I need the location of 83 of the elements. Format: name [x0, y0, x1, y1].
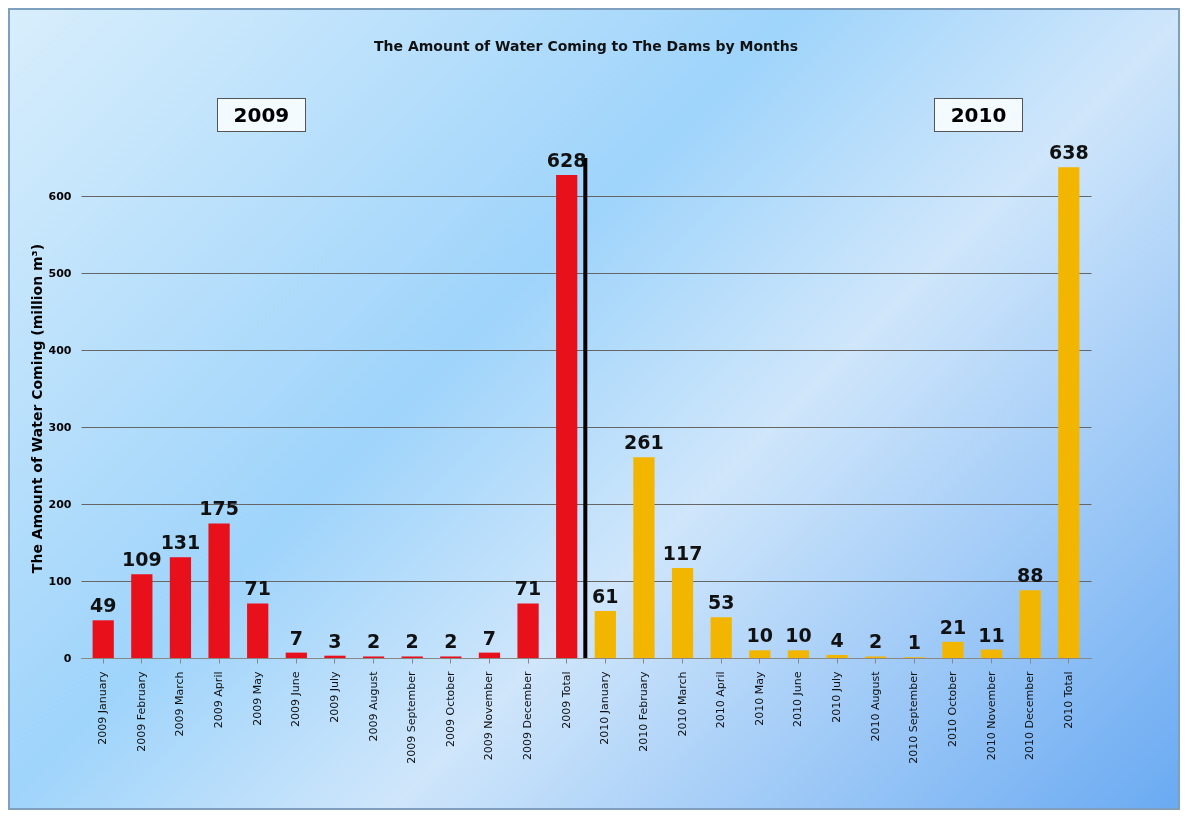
x-tick-label: 2009 January [96, 671, 110, 745]
y-tick-label: 400 [48, 343, 72, 357]
x-tick-label: 2009 November [482, 671, 496, 761]
bar [633, 457, 655, 658]
bar [478, 652, 501, 658]
data-label: 1 [907, 631, 921, 654]
x-tick-label: 2010 September [907, 671, 921, 764]
x-tick-label: 2009 May [250, 671, 264, 726]
y-tick-label: 100 [48, 574, 72, 588]
bar [1019, 590, 1041, 658]
x-tick-label: 2010 December [1023, 671, 1037, 761]
data-label: 61 [592, 585, 619, 608]
data-label: 11 [978, 623, 1005, 646]
data-label: 71 [244, 577, 271, 600]
y-tick-label: 600 [48, 189, 72, 203]
bar [285, 652, 307, 658]
data-label: 117 [662, 542, 703, 564]
x-tick-label: 2010 March [675, 671, 689, 737]
x-tick-label: 2010 May [752, 671, 766, 726]
bar [208, 523, 230, 658]
x-tick-label: 2010 June [791, 671, 805, 727]
x-tick-label: 2010 February [636, 671, 650, 752]
bar [517, 603, 539, 658]
y-tick-label: 0 [63, 651, 72, 665]
bar [594, 611, 616, 658]
bar [826, 654, 848, 658]
data-label: 2 [444, 630, 458, 653]
data-label: 3 [328, 629, 342, 652]
data-label: 21 [939, 615, 967, 638]
data-label: 10 [746, 624, 774, 647]
bar [787, 650, 810, 658]
x-tick-label: 2009 September [405, 671, 419, 764]
data-label: 2 [366, 630, 381, 653]
data-label: 638 [1048, 141, 1089, 164]
x-tick-label: 2010 October [945, 671, 959, 748]
bar [942, 641, 964, 658]
data-label: 2 [405, 630, 419, 653]
data-label: 2 [869, 630, 883, 653]
x-tick-label: 2009 July [327, 671, 341, 723]
x-tick-label: 2009 June [289, 671, 303, 727]
y-tick-label: 200 [48, 497, 72, 511]
y-tick-label: 300 [48, 420, 72, 434]
x-tick-label: 2009 Total [559, 671, 573, 729]
x-tick-label: 2010 August [868, 670, 882, 742]
bar [980, 649, 1003, 658]
x-tick-label: 2010 April [714, 671, 728, 729]
data-label: 7 [289, 626, 303, 649]
bar [92, 620, 114, 658]
bar [131, 574, 153, 658]
bar [671, 568, 694, 658]
bar [1058, 167, 1080, 658]
data-label: 49 [89, 594, 117, 617]
data-label: 71 [514, 577, 542, 600]
data-label: 88 [1016, 564, 1044, 587]
x-tick-label: 2009 April [212, 671, 226, 729]
chart-title: The Amount of Water Coming to The Dams by Months [374, 38, 798, 55]
data-label: 10 [785, 624, 812, 647]
bar [169, 557, 192, 658]
bar [710, 617, 732, 658]
data-label: 109 [122, 548, 162, 571]
y-axis-title: The Amount of Water Coming (million m³) [28, 243, 45, 574]
x-tick-label: 2009 December [521, 671, 535, 761]
x-tick-label: 2010 Total [1061, 671, 1075, 729]
bar [324, 655, 346, 658]
bar [247, 603, 269, 658]
text: 2010 [933, 98, 1024, 132]
data-label: 628 [546, 148, 587, 171]
x-tick-label: 2009 February [134, 671, 148, 752]
data-label: 261 [624, 431, 664, 454]
bar [556, 174, 578, 658]
x-tick-label: 2009 August [366, 670, 380, 742]
bar [749, 650, 771, 658]
text: 2009 [216, 98, 307, 132]
x-tick-label: 2010 January [598, 671, 612, 745]
x-tick-label: 2010 July [830, 671, 844, 723]
y-tick-label: 500 [48, 266, 72, 280]
x-tick-label: 2009 March [173, 671, 187, 737]
data-label: 53 [707, 591, 735, 614]
data-label: 131 [160, 531, 201, 554]
data-label: 4 [830, 628, 844, 651]
x-tick-label: 2010 November [984, 671, 998, 761]
x-tick-label: 2009 October [443, 671, 457, 748]
data-label: 7 [482, 626, 497, 649]
